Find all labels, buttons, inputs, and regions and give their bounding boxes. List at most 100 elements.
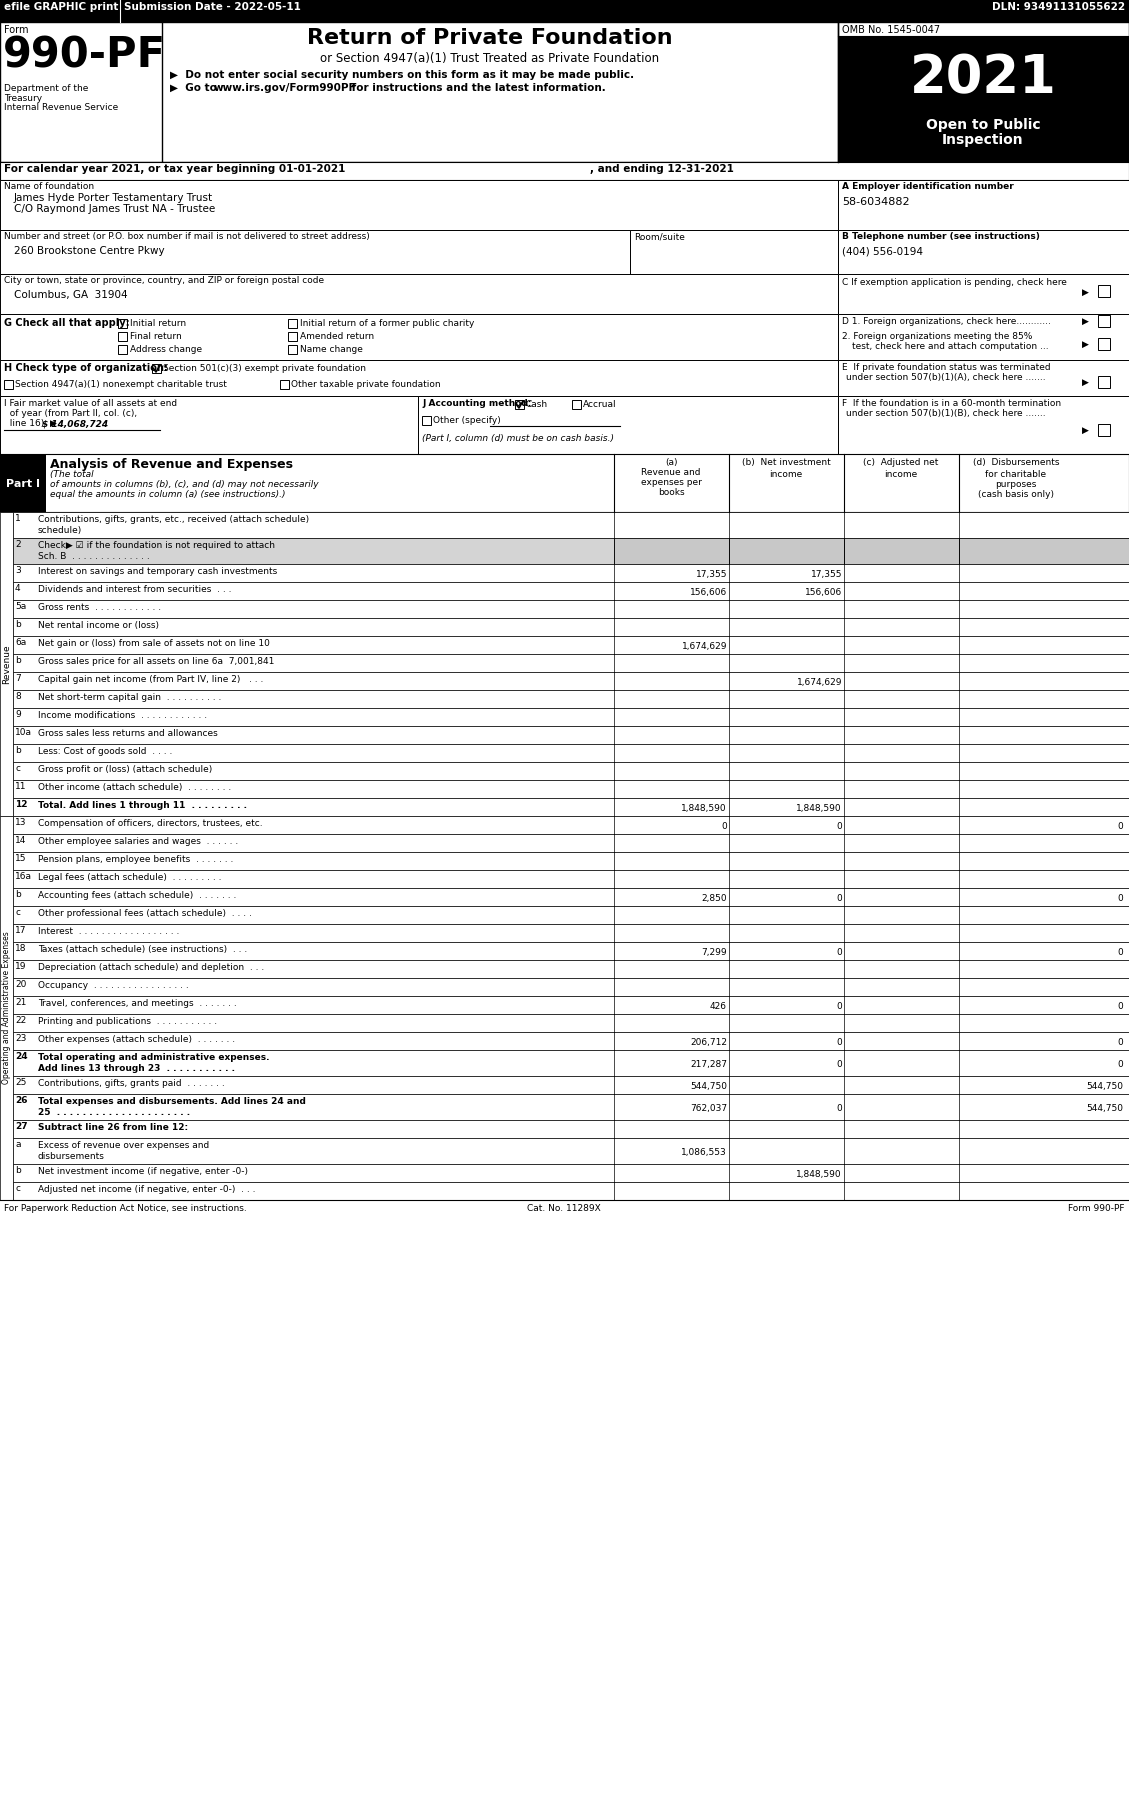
- Text: c: c: [15, 764, 20, 773]
- Text: under section 507(b)(1)(B), check here .......: under section 507(b)(1)(B), check here .…: [846, 408, 1045, 417]
- Text: Open to Public: Open to Public: [926, 119, 1040, 131]
- Text: 26: 26: [15, 1097, 27, 1106]
- Text: 17: 17: [15, 926, 26, 935]
- Text: Cat. No. 11289X: Cat. No. 11289X: [527, 1205, 601, 1214]
- Bar: [14, 1138, 1129, 1163]
- Bar: [838, 360, 1129, 396]
- Text: E  If private foundation status was terminated: E If private foundation status was termi…: [842, 363, 1051, 372]
- Text: Legal fees (attach schedule)  . . . . . . . . .: Legal fees (attach schedule) . . . . . .…: [38, 874, 221, 883]
- Text: (404) 556-0194: (404) 556-0194: [842, 246, 924, 255]
- Text: B Telephone number (see instructions): B Telephone number (see instructions): [842, 232, 1040, 241]
- Bar: [14, 870, 1129, 888]
- Text: Cash: Cash: [526, 399, 548, 408]
- Bar: [14, 978, 1129, 996]
- Bar: [14, 672, 1129, 690]
- Text: 544,750: 544,750: [1086, 1082, 1123, 1091]
- Bar: [119, 333, 126, 342]
- Text: 0: 0: [837, 1061, 842, 1070]
- Bar: [614, 538, 729, 565]
- Text: 0: 0: [1118, 1037, 1123, 1046]
- Text: b: b: [15, 746, 20, 755]
- Bar: [838, 36, 1129, 162]
- Text: line 16)  ▶: line 16) ▶: [5, 419, 56, 428]
- Text: Return of Private Foundation: Return of Private Foundation: [307, 29, 673, 49]
- Text: G Check all that apply:: G Check all that apply:: [5, 318, 130, 327]
- Bar: [1099, 338, 1110, 351]
- Text: H Check type of organization:: H Check type of organization:: [5, 363, 168, 372]
- Text: C/O Raymond James Trust NA - Trustee: C/O Raymond James Trust NA - Trustee: [14, 203, 216, 214]
- Text: Other taxable private foundation: Other taxable private foundation: [291, 379, 440, 388]
- Bar: [838, 315, 1129, 360]
- Text: Revenue: Revenue: [2, 644, 11, 683]
- Bar: [0, 230, 630, 273]
- Text: Interest on savings and temporary cash investments: Interest on savings and temporary cash i…: [38, 566, 278, 575]
- Text: 23: 23: [15, 1034, 26, 1043]
- Bar: [280, 379, 289, 388]
- Text: 3: 3: [15, 566, 20, 575]
- Text: , and ending 12-31-2021: , and ending 12-31-2021: [590, 164, 734, 174]
- Text: A Employer identification number: A Employer identification number: [842, 182, 1014, 191]
- Text: Operating and Administrative Expenses: Operating and Administrative Expenses: [2, 931, 11, 1084]
- Text: 217,287: 217,287: [690, 1061, 727, 1070]
- Text: D 1. Foreign organizations, check here............: D 1. Foreign organizations, check here..…: [842, 316, 1051, 325]
- Text: of amounts in columns (b), (c), and (d) may not necessarily: of amounts in columns (b), (c), and (d) …: [50, 480, 318, 489]
- Text: Revenue and: Revenue and: [641, 467, 701, 476]
- Text: for instructions and the latest information.: for instructions and the latest informat…: [348, 83, 606, 93]
- Text: Inspection: Inspection: [943, 133, 1024, 147]
- Text: Accrual: Accrual: [583, 399, 616, 408]
- Text: 762,037: 762,037: [690, 1104, 727, 1113]
- Text: 15: 15: [15, 854, 26, 863]
- Text: efile GRAPHIC print: efile GRAPHIC print: [5, 2, 119, 13]
- Text: For Paperwork Reduction Act Notice, see instructions.: For Paperwork Reduction Act Notice, see …: [5, 1205, 247, 1214]
- Bar: [14, 654, 1129, 672]
- Text: Amended return: Amended return: [300, 333, 374, 342]
- Bar: [515, 399, 524, 408]
- Text: a: a: [15, 1140, 20, 1149]
- Text: Total operating and administrative expenses.: Total operating and administrative expen…: [38, 1054, 270, 1063]
- Text: Total. Add lines 1 through 11  . . . . . . . . .: Total. Add lines 1 through 11 . . . . . …: [38, 800, 247, 811]
- Text: 8: 8: [15, 692, 20, 701]
- Bar: [0, 162, 1129, 180]
- Text: 0: 0: [837, 1037, 842, 1046]
- Text: Compensation of officers, directors, trustees, etc.: Compensation of officers, directors, tru…: [38, 820, 263, 829]
- Bar: [1099, 376, 1110, 388]
- Text: 0: 0: [837, 948, 842, 957]
- Bar: [0, 455, 46, 512]
- Bar: [838, 396, 1129, 455]
- Text: 0: 0: [721, 822, 727, 831]
- Text: 2. Foreign organizations meeting the 85%: 2. Foreign organizations meeting the 85%: [842, 333, 1032, 342]
- Bar: [288, 345, 297, 354]
- Text: 1: 1: [15, 514, 20, 523]
- Text: Other employee salaries and wages  . . . . . .: Other employee salaries and wages . . . …: [38, 838, 238, 847]
- Text: ▶  Go to: ▶ Go to: [170, 83, 220, 93]
- Bar: [0, 180, 838, 230]
- Text: Other (specify): Other (specify): [434, 415, 501, 424]
- Text: 156,606: 156,606: [690, 588, 727, 597]
- Text: Initial return: Initial return: [130, 318, 186, 327]
- Text: Number and street (or P.O. box number if mail is not delivered to street address: Number and street (or P.O. box number if…: [5, 232, 370, 241]
- Bar: [152, 363, 161, 372]
- Bar: [14, 1014, 1129, 1032]
- Text: 1,674,629: 1,674,629: [796, 678, 842, 687]
- Text: (c)  Adjusted net: (c) Adjusted net: [864, 458, 938, 467]
- Text: Gross sales price for all assets on line 6a  7,001,841: Gross sales price for all assets on line…: [38, 656, 274, 665]
- Text: 10a: 10a: [15, 728, 32, 737]
- Bar: [1099, 315, 1110, 327]
- Text: purposes: purposes: [996, 480, 1036, 489]
- Text: (Part I, column (d) must be on cash basis.): (Part I, column (d) must be on cash basi…: [422, 433, 614, 442]
- Text: Department of the: Department of the: [5, 85, 88, 93]
- Bar: [119, 345, 126, 354]
- Text: 0: 0: [837, 822, 842, 831]
- Bar: [422, 415, 431, 424]
- Bar: [14, 1075, 1129, 1093]
- Bar: [14, 1120, 1129, 1138]
- Bar: [14, 780, 1129, 798]
- Bar: [14, 852, 1129, 870]
- Text: expenses per: expenses per: [640, 478, 701, 487]
- Bar: [1099, 424, 1110, 435]
- Bar: [0, 816, 14, 1199]
- Text: 990-PF: 990-PF: [3, 34, 166, 76]
- Text: c: c: [15, 1185, 20, 1194]
- Text: Form: Form: [5, 25, 28, 34]
- Text: 22: 22: [15, 1016, 26, 1025]
